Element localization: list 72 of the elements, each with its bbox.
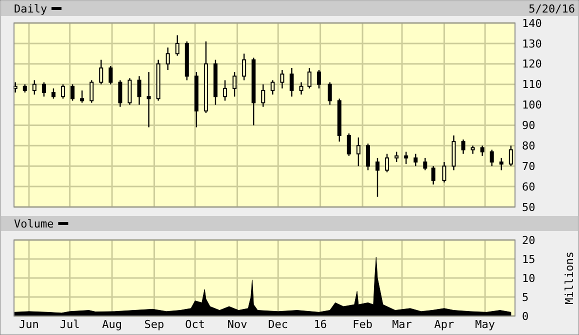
candlestick: [404, 151, 408, 165]
y-tick-label: 15: [522, 252, 536, 266]
x-tick-label: Sep: [144, 318, 164, 331]
candlestick: [108, 65, 113, 85]
candlestick: [32, 80, 36, 96]
candlestick: [442, 161, 446, 184]
candlestick: [394, 151, 399, 163]
x-tick-label: Jun: [19, 318, 39, 331]
x-tick-label: Oct: [185, 318, 206, 331]
y-tick-label: 110: [522, 78, 542, 92]
candlestick: [232, 71, 237, 98]
candlestick: [175, 34, 180, 56]
candlestick: [242, 53, 246, 81]
candlestick: [385, 153, 390, 173]
y-tick-label: 0: [522, 310, 529, 323]
y-tick-label: 120: [522, 58, 542, 71]
x-tick-label: Nov: [227, 318, 248, 331]
x-tick-label: Apr: [434, 318, 455, 331]
candlestick: [70, 84, 75, 102]
x-tick-label: Mar: [392, 318, 412, 331]
text: 5/20/16: [528, 2, 575, 16]
candlestick: [118, 80, 122, 108]
y-axis-title: Millions: [562, 252, 576, 304]
candlestick: [328, 82, 332, 106]
x-tick-label: 16: [314, 318, 327, 331]
candlestick: [356, 136, 360, 167]
candlestick: [299, 82, 304, 96]
candlestick: [499, 157, 504, 171]
y-tick-label: 130: [522, 37, 542, 50]
candlestick: [166, 46, 170, 71]
candlestick: [280, 69, 284, 90]
candlestick: [423, 157, 428, 171]
y-tick-label: 80: [522, 140, 536, 153]
x-tick-label: Aug: [102, 318, 122, 331]
y-tick-label: 70: [522, 160, 536, 173]
x-tick-label: May: [475, 318, 496, 331]
x-tick-label: Feb: [352, 318, 372, 331]
candlestick: [346, 132, 351, 156]
y-tick-label: 20: [522, 234, 536, 247]
candlestick: [61, 84, 66, 100]
candlestick: [480, 145, 484, 156]
candlestick: [307, 67, 312, 90]
candlestick: [270, 80, 275, 96]
candlestick: [316, 69, 321, 90]
y-tick-label: 5: [522, 290, 529, 304]
legend-label: Volume: [14, 218, 54, 230]
y-tick-label: 50: [522, 200, 536, 214]
x-tick-label: Jul: [60, 318, 80, 331]
candlestick: [290, 67, 294, 98]
candlestick: [99, 59, 104, 85]
candlestick: [42, 82, 46, 98]
y-tick-label: 140: [522, 16, 542, 30]
candlestick: [414, 153, 418, 167]
candlestick: [80, 90, 84, 104]
candlestick: [375, 157, 380, 198]
candlestick: [431, 166, 436, 186]
candlestick: [461, 138, 466, 154]
candlestick: [90, 80, 94, 104]
y-tick-label: 90: [522, 119, 536, 132]
chart-title: Daily: [14, 2, 48, 16]
candlestick: [146, 71, 151, 128]
candlestick: [490, 149, 494, 167]
candlestick: [261, 84, 266, 108]
x-tick-label: Dec: [268, 318, 288, 331]
candlestick: [137, 76, 142, 106]
candlestick: [51, 88, 56, 100]
candlestick: [366, 143, 370, 171]
candlestick: [223, 80, 228, 102]
candlestick: [128, 78, 132, 106]
y-tick-label: 60: [522, 180, 536, 194]
y-tick-label: 100: [522, 98, 542, 112]
y-tick-label: 10: [522, 272, 536, 285]
